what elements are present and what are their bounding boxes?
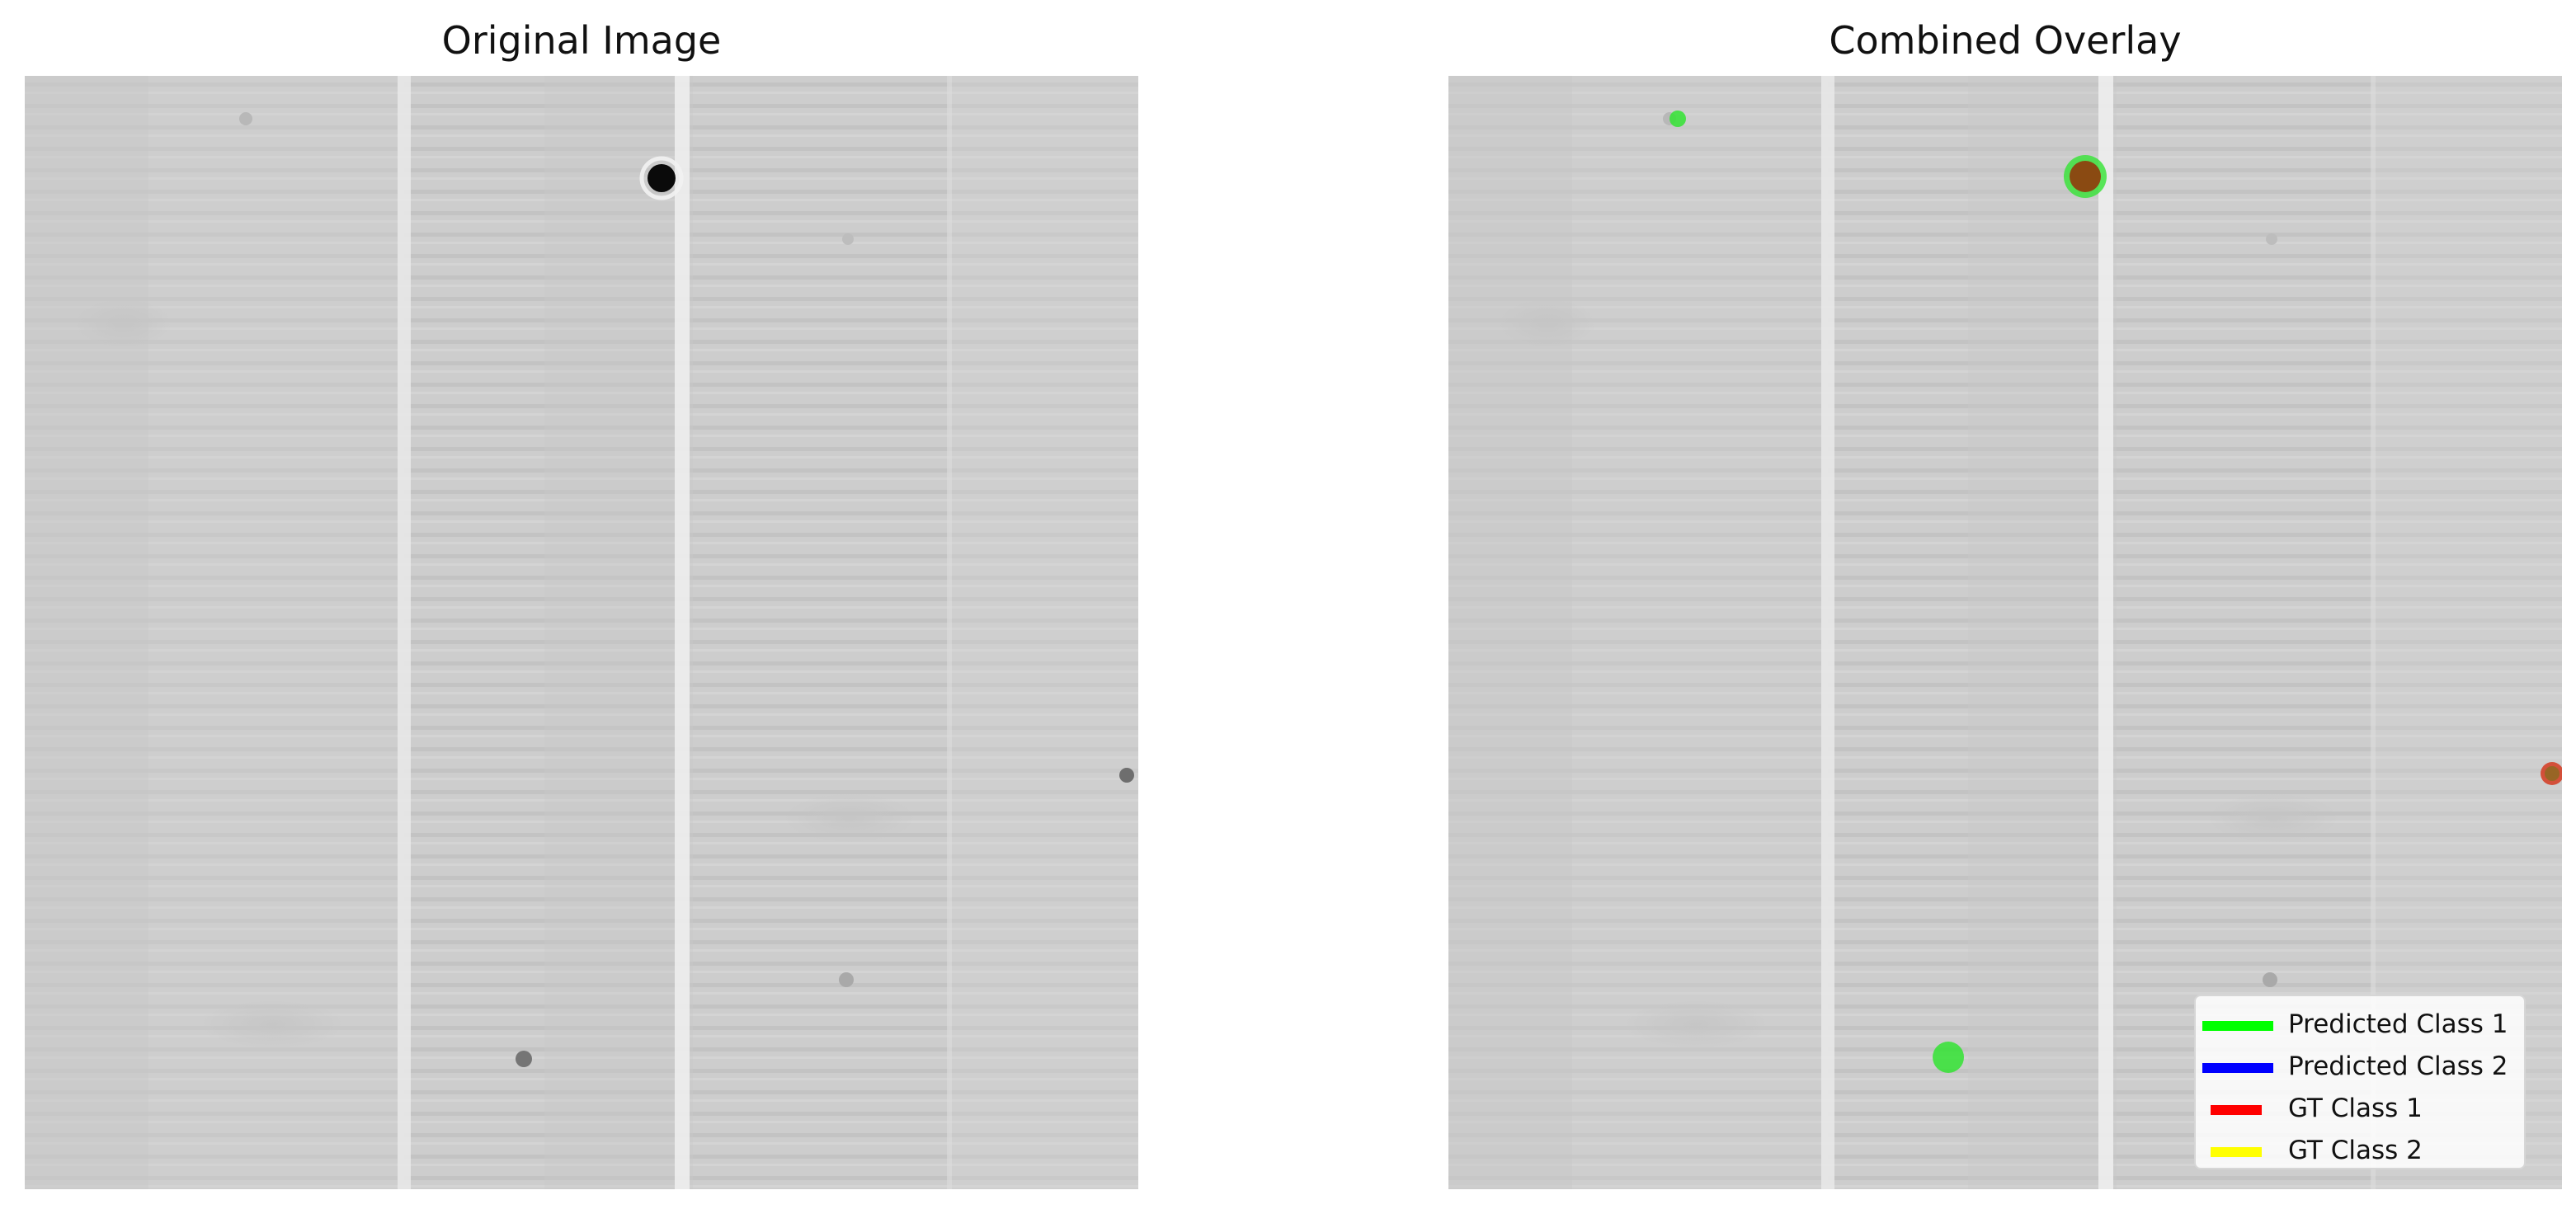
legend-swatch-green (2202, 1021, 2273, 1031)
legend-swatch-blue (2202, 1063, 2273, 1073)
legend-label: Predicted Class 2 (2288, 1051, 2508, 1081)
legend-label: GT Class 2 (2288, 1136, 2423, 1165)
legend-label: Predicted Class 1 (2288, 1009, 2508, 1039)
combined-overlay-title: Combined Overlay (1829, 18, 2182, 63)
particle (648, 164, 676, 192)
particle (516, 1051, 532, 1067)
legend-item-gt-class-1: GT Class 1 (2196, 1089, 2524, 1131)
legend-item-predicted-class-2: Predicted Class 2 (2196, 1047, 2524, 1089)
predicted-class-1-detection (1669, 111, 1686, 127)
legend-swatch-red (2211, 1105, 2262, 1115)
original-image-title: Original Image (441, 18, 722, 63)
legend: Predicted Class 1 Predicted Class 2 GT C… (2194, 995, 2526, 1169)
legend-label: GT Class 1 (2288, 1094, 2423, 1123)
original-image-panel (25, 76, 1138, 1189)
predicted-class-1-detection (1933, 1042, 1964, 1073)
legend-item-gt-class-2: GT Class 2 (2196, 1131, 2524, 1173)
original-image (25, 76, 1138, 1189)
legend-swatch-yellow (2211, 1147, 2262, 1157)
legend-item-predicted-class-1: Predicted Class 1 (2196, 1004, 2524, 1047)
particle (1119, 768, 1134, 783)
